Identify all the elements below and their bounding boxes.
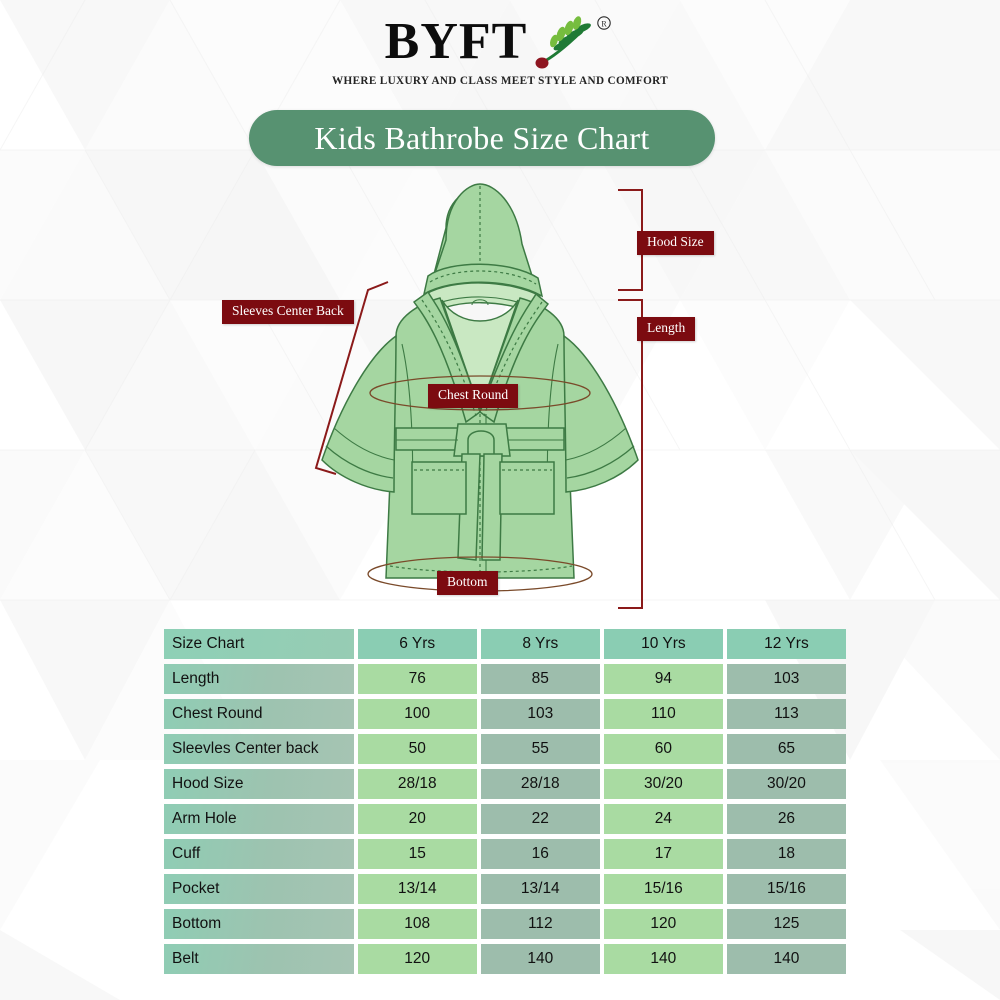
table-row: Pocket 13/14 13/14 15/16 15/16	[164, 874, 846, 904]
row-label: Hood Size	[164, 769, 354, 799]
row-label: Cuff	[164, 839, 354, 869]
row-label: Length	[164, 664, 354, 694]
size-chart-table: Size Chart 6 Yrs 8 Yrs 10 Yrs 12 Yrs Length 76…	[160, 624, 850, 979]
table-cell: 65	[726, 734, 846, 764]
measurement-label-length: Length	[637, 317, 696, 341]
table-cell: 94	[603, 664, 723, 694]
table-cell: 120	[357, 944, 477, 974]
table-cell: 30/20	[726, 769, 846, 799]
table-cell: 13/14	[357, 874, 477, 904]
table-cell: 125	[726, 909, 846, 939]
table-row: Belt 120 140 140 140	[164, 944, 846, 974]
table-cell: 140	[480, 944, 600, 974]
table-header-size-chart: Size Chart	[164, 629, 354, 659]
page-title-banner: Kids Bathrobe Size Chart	[249, 110, 715, 166]
leaf-branch-icon: R	[531, 14, 615, 70]
table-cell: 20	[357, 804, 477, 834]
table-row: Hood Size 28/18 28/18 30/20 30/20	[164, 769, 846, 799]
table-cell: 15/16	[726, 874, 846, 904]
table-cell: 28/18	[480, 769, 600, 799]
table-cell: 76	[357, 664, 477, 694]
table-cell: 103	[480, 699, 600, 729]
table-row: Length 76 85 94 103	[164, 664, 846, 694]
table-cell: 15/16	[603, 874, 723, 904]
table-row: Arm Hole 20 22 24 26	[164, 804, 846, 834]
measurement-label-chest-round: Chest Round	[428, 384, 519, 408]
brand-tagline: WHERE LUXURY AND CLASS MEET STYLE AND CO…	[331, 75, 669, 87]
row-label: Chest Round	[164, 699, 354, 729]
table-header-size-1: 6 Yrs	[357, 629, 477, 659]
measurement-label-hood-size: Hood Size	[637, 231, 714, 255]
table-cell: 55	[480, 734, 600, 764]
measurement-label-bottom: Bottom	[437, 571, 498, 595]
table-cell: 140	[726, 944, 846, 974]
table-header-size-4: 12 Yrs	[726, 629, 846, 659]
table-cell: 26	[726, 804, 846, 834]
table-cell: 28/18	[357, 769, 477, 799]
table-cell: 100	[357, 699, 477, 729]
table-cell: 24	[603, 804, 723, 834]
table-cell: 30/20	[603, 769, 723, 799]
table-row: Sleevles Center back 50 55 60 65	[164, 734, 846, 764]
table-header-row: Size Chart 6 Yrs 8 Yrs 10 Yrs 12 Yrs	[164, 629, 846, 659]
table-cell: 50	[357, 734, 477, 764]
table-cell: 120	[603, 909, 723, 939]
table-header-size-2: 8 Yrs	[480, 629, 600, 659]
row-label: Sleevles Center back	[164, 734, 354, 764]
table-cell: 22	[480, 804, 600, 834]
table-cell: 15	[357, 839, 477, 869]
table-row: Bottom 108 112 120 125	[164, 909, 846, 939]
table-cell: 110	[603, 699, 723, 729]
table-cell: 103	[726, 664, 846, 694]
table-cell: 60	[603, 734, 723, 764]
table-cell: 108	[357, 909, 477, 939]
row-label: Arm Hole	[164, 804, 354, 834]
row-label: Belt	[164, 944, 354, 974]
table-row: Chest Round 100 103 110 113	[164, 699, 846, 729]
table-header-size-3: 10 Yrs	[603, 629, 723, 659]
page-title: Kids Bathrobe Size Chart	[314, 119, 650, 156]
table-cell: 17	[603, 839, 723, 869]
table-cell: 13/14	[480, 874, 600, 904]
table-cell: 112	[480, 909, 600, 939]
measurement-label-sleeves-center-back: Sleeves Center Back	[222, 300, 354, 324]
row-label: Pocket	[164, 874, 354, 904]
table-cell: 113	[726, 699, 846, 729]
brand-name: BYFT	[384, 13, 528, 70]
brand-logo-row: BYFT	[0, 14, 1000, 70]
brand-header: BYFT	[0, 14, 1000, 88]
table-cell: 16	[480, 839, 600, 869]
table-cell: 140	[603, 944, 723, 974]
table-cell: 85	[480, 664, 600, 694]
svg-text:R: R	[602, 20, 608, 29]
table-row: Cuff 15 16 17 18	[164, 839, 846, 869]
table-cell: 18	[726, 839, 846, 869]
row-label: Bottom	[164, 909, 354, 939]
